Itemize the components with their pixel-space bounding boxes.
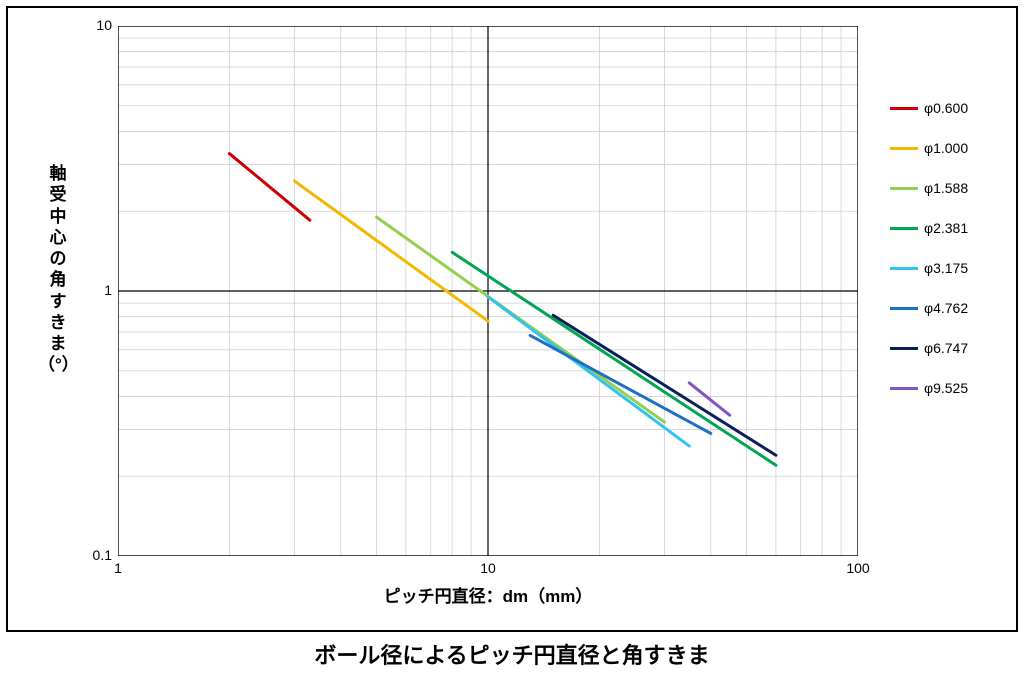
legend-item: φ2.381 (890, 220, 968, 236)
legend-swatch (890, 227, 918, 230)
legend-label: φ3.175 (924, 260, 968, 276)
legend-item: φ6.747 (890, 340, 968, 356)
x-axis-label: ピッチ円直径：dm（mm） (308, 582, 668, 607)
tick-label: 0.1 (72, 547, 112, 563)
legend-item: φ3.175 (890, 260, 968, 276)
legend-item: φ1.000 (890, 140, 968, 156)
y-axis-label: 軸受中心の角すきま（°） (48, 163, 68, 376)
tick-label: 1 (114, 560, 122, 576)
tick-label: 10 (480, 560, 496, 576)
legend-swatch (890, 387, 918, 390)
legend-label: φ1.000 (924, 140, 968, 156)
legend: φ0.600 φ1.000 φ1.588 φ2.381 φ3.175 φ4.762 φ6.7… (890, 100, 968, 420)
legend-label: φ9.525 (924, 380, 968, 396)
tick-label: 10 (72, 17, 112, 33)
legend-item: φ1.588 (890, 180, 968, 196)
legend-swatch (890, 307, 918, 310)
tick-label: 1 (72, 282, 112, 298)
chart-plot (118, 26, 858, 556)
chart-frame: 軸受中心の角すきま（°） ピッチ円直径：dm（mm） φ0.600φ1.000φ… (6, 6, 1018, 632)
legend-label: φ4.762 (924, 300, 968, 316)
legend-swatch (890, 147, 918, 150)
tick-label: 100 (846, 560, 869, 576)
legend-swatch (890, 267, 918, 270)
legend-swatch (890, 187, 918, 190)
legend-label: φ2.381 (924, 220, 968, 236)
legend-label: φ0.600 (924, 100, 968, 116)
legend-label: φ6.747 (924, 340, 968, 356)
legend-item: φ4.762 (890, 300, 968, 316)
legend-item: φ9.525 (890, 380, 968, 396)
legend-item: φ0.600 (890, 100, 968, 116)
legend-swatch (890, 347, 918, 350)
legend-swatch (890, 107, 918, 110)
legend-label: φ1.588 (924, 180, 968, 196)
chart-caption: ボール径によるピッチ円直径と角すきま (0, 638, 1024, 670)
